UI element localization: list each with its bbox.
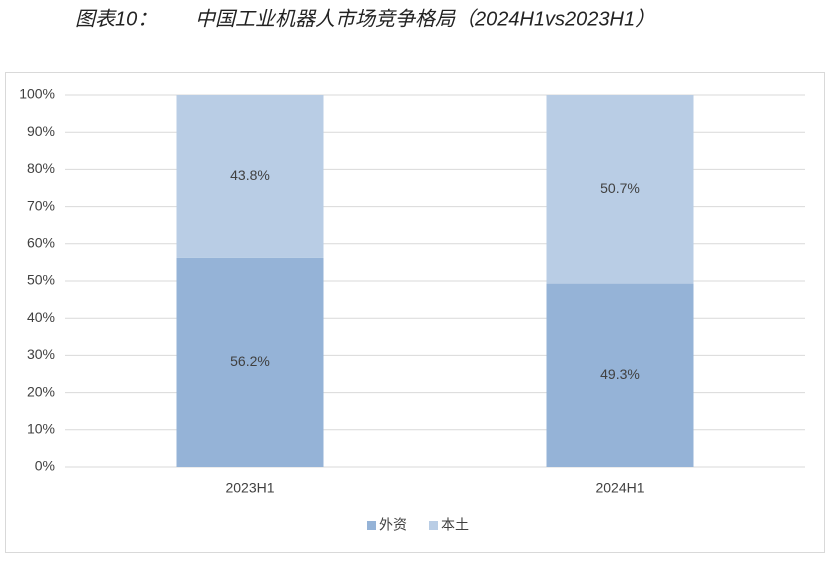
data-label: 43.8%: [230, 167, 270, 183]
chart-frame: [5, 72, 825, 553]
bar-segment: [176, 95, 324, 258]
bar-segment: [546, 95, 694, 284]
legend-swatch: [429, 521, 438, 530]
data-label: 49.3%: [600, 366, 640, 382]
x-tick-label: 2023H1: [225, 480, 274, 496]
figure-label: 图表10：: [75, 8, 157, 30]
y-tick-label: 80%: [27, 160, 55, 176]
chart-title: 中国工业机器人市场竞争格局（2024H1vs2023H1）: [195, 7, 655, 30]
legend-label: 外资: [379, 517, 407, 533]
legend-label: 本土: [441, 517, 469, 533]
y-tick-label: 60%: [27, 235, 55, 251]
data-label: 56.2%: [230, 353, 270, 369]
bar-segment: [546, 283, 694, 467]
y-tick-label: 50%: [27, 272, 55, 288]
bar-segment: [176, 257, 324, 467]
y-tick-label: 20%: [27, 383, 55, 399]
x-tick-label: 2024H1: [595, 480, 644, 496]
y-tick-label: 100%: [19, 86, 55, 102]
data-label: 50.7%: [600, 180, 640, 196]
y-tick-label: 30%: [27, 346, 55, 362]
y-tick-label: 10%: [27, 421, 55, 437]
y-tick-label: 70%: [27, 197, 55, 213]
y-tick-label: 90%: [27, 123, 55, 139]
y-tick-label: 40%: [27, 309, 55, 325]
y-tick-label: 0%: [35, 458, 55, 474]
legend-swatch: [367, 521, 376, 530]
